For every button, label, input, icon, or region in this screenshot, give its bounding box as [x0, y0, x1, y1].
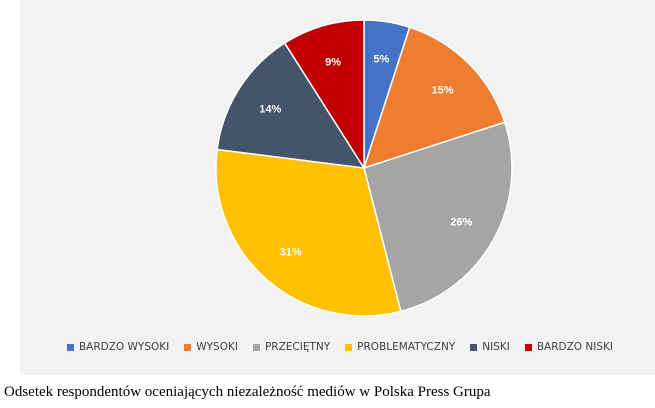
pie-slice-6 — [283, 19, 365, 171]
legend-label: BARDZO WYSOKI — [78, 341, 170, 353]
pie-slice-4 — [215, 148, 402, 317]
legend-label: WYSOKI — [196, 341, 238, 353]
data-label-2: 15% — [431, 85, 453, 97]
legend-label: NISKI — [482, 341, 510, 353]
legend-swatch — [345, 343, 353, 351]
figure-caption: Odsetek respondentów oceniających niezal… — [4, 384, 491, 400]
data-label-4: 31% — [280, 246, 302, 258]
legend-swatch — [184, 343, 192, 351]
data-label-1: 5% — [373, 53, 389, 65]
legend-item-3: PRZECIĘTNY — [252, 341, 331, 353]
pie-slice-3 — [363, 121, 513, 313]
legend-swatch — [66, 343, 74, 351]
pie-slice-5 — [216, 42, 366, 169]
legend-label: BARDZO NISKI — [536, 341, 614, 353]
legend: BARDZO WYSOKI WYSOKI PRZECIĘTNY PROBLEMATYC… — [20, 338, 655, 356]
legend-item-6: BARDZO NISKI — [524, 341, 614, 353]
legend-swatch — [252, 343, 260, 351]
chart-area: 5% 15% 26% 31% 14% 9% BARDZO WYSOKI WYSOKI PRZE… — [20, 0, 655, 375]
legend-swatch — [470, 343, 478, 351]
legend-label: PROBLEMATYCZNY — [357, 341, 456, 353]
legend-item-1: BARDZO WYSOKI — [66, 341, 170, 353]
legend-item-2: WYSOKI — [184, 341, 238, 353]
legend-swatch — [524, 343, 532, 351]
data-label-3: 26% — [450, 216, 472, 228]
pie-slice-2 — [362, 26, 506, 170]
data-label-5: 14% — [259, 104, 281, 116]
legend-item-5: NISKI — [470, 341, 510, 353]
data-label-6: 9% — [325, 56, 341, 68]
pie-chart: 5% 15% 26% 31% 14% 9% — [215, 19, 513, 317]
legend-label: PRZECIĘTNY — [264, 341, 331, 353]
legend-item-4: PROBLEMATYCZNY — [345, 341, 455, 353]
